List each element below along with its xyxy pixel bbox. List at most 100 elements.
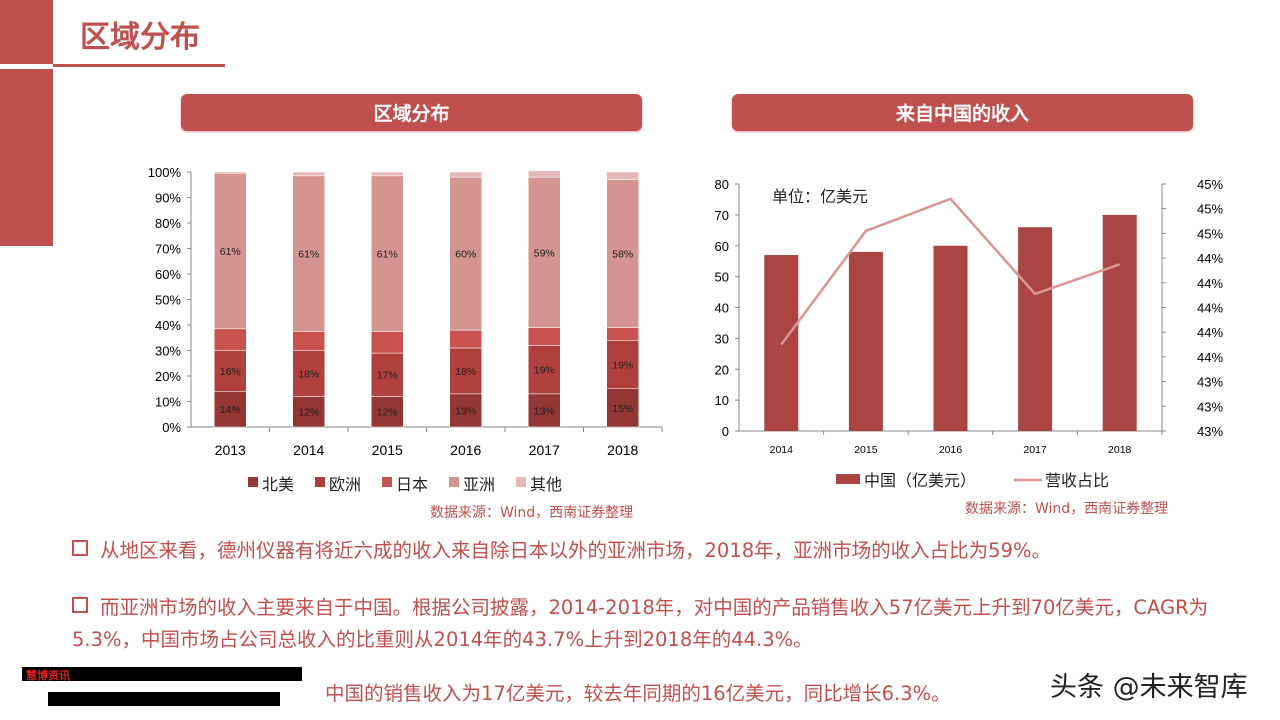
data-label: 60%: [455, 249, 476, 261]
bar-亚洲: [292, 175, 325, 332]
bar-亚洲: [606, 179, 639, 328]
x-tick-label: 2014: [293, 442, 324, 458]
left-tick-label: 20: [715, 362, 729, 377]
left-tick-label: 80: [715, 177, 729, 192]
data-label: 13%: [534, 405, 555, 417]
y-tick-label: 0%: [162, 420, 181, 435]
bar-亚洲: [214, 173, 247, 330]
data-label: 58%: [612, 249, 633, 261]
right-tick-label: 45%: [1197, 202, 1223, 217]
redacted-block: [48, 692, 280, 706]
bar-欧洲: [371, 352, 404, 397]
bar-china-revenue: [848, 251, 883, 431]
data-label: 18%: [455, 366, 476, 378]
x-tick-label: 2013: [215, 442, 246, 458]
x-tick-label: 2018: [607, 442, 638, 458]
right-tick-label: 43%: [1197, 399, 1223, 414]
bar-亚洲: [371, 175, 404, 332]
left-tick-label: 0: [722, 424, 729, 439]
bullet-square-icon: [72, 540, 88, 556]
x-tick-label: 2015: [854, 444, 878, 456]
left-chart-header: 区域分布: [181, 94, 642, 131]
legend-label: 营收占比: [1045, 472, 1109, 490]
data-label: 17%: [377, 370, 398, 382]
bar-china-revenue: [1102, 214, 1137, 431]
bar-其他: [371, 171, 404, 177]
legend-swatch: [248, 477, 258, 487]
right-tick-label: 43%: [1197, 375, 1223, 390]
y-tick-label: 90%: [155, 191, 181, 206]
bar-亚洲: [528, 176, 561, 328]
y-tick-label: 30%: [155, 344, 181, 359]
data-label: 12%: [298, 407, 319, 419]
data-label: 16%: [220, 366, 241, 378]
data-label: 14%: [220, 404, 241, 416]
right-tick-label: 43%: [1197, 424, 1223, 439]
y-tick-label: 10%: [155, 395, 181, 410]
bar-亚洲: [449, 176, 482, 331]
data-label: 12%: [377, 407, 398, 419]
bar-欧洲: [449, 347, 482, 395]
bar-北美: [214, 391, 247, 428]
right-tick-label: 44%: [1197, 350, 1223, 365]
right-tick-label: 45%: [1197, 226, 1223, 241]
x-tick-label: 2015: [372, 442, 403, 458]
legend-swatch: [315, 477, 325, 487]
bar-其他: [528, 170, 561, 178]
title-underline: [53, 64, 225, 67]
right-tick-label: 44%: [1197, 276, 1223, 291]
left-tick-label: 60: [715, 239, 729, 254]
data-label: 61%: [220, 246, 241, 258]
left-chart-source: 数据来源：Wind，西南证券整理: [430, 505, 634, 521]
bar-其他: [606, 171, 639, 180]
y-tick-label: 40%: [155, 318, 181, 333]
bar-china-revenue: [933, 245, 968, 431]
page-title: 区域分布: [80, 20, 200, 55]
legend-label: 其他: [530, 476, 562, 494]
data-label: 59%: [534, 247, 555, 259]
redacted-label: 慧博资讯: [26, 669, 70, 682]
legend-swatch: [449, 477, 459, 487]
y-tick-label: 100%: [148, 165, 182, 180]
bar-欧洲: [528, 345, 561, 395]
legend-swatch: [382, 477, 392, 487]
x-tick-label: 2014: [770, 444, 794, 456]
bullet-1-text: 从地区来看，德州仪器有将近六成的收入来自除日本以外的亚洲市场，2018年，亚洲市…: [100, 539, 1051, 562]
data-label: 61%: [298, 249, 319, 261]
sidebar-accent-bottom: [0, 69, 53, 246]
x-tick-label: 2017: [529, 442, 560, 458]
bar-欧洲: [214, 350, 247, 392]
legend-swatch: [516, 477, 526, 487]
bar-北美: [606, 388, 639, 428]
y-tick-label: 60%: [155, 267, 181, 282]
right-tick-label: 44%: [1197, 251, 1223, 266]
partial-text: 中国的销售收入为17亿美元，较去年同期的16亿美元，同比增长6.3%。: [325, 682, 951, 705]
bar-china-revenue: [1018, 227, 1053, 431]
bullet-1: 从地区来看，德州仪器有将近六成的收入来自除日本以外的亚洲市场，2018年，亚洲市…: [72, 535, 1272, 567]
x-tick-label: 2016: [939, 444, 963, 456]
data-label: 61%: [377, 249, 398, 261]
bar-欧洲: [606, 340, 639, 389]
bar-欧洲: [292, 350, 325, 397]
data-label: 19%: [534, 365, 555, 377]
left-tick-label: 50: [715, 270, 729, 285]
bar-北美: [371, 396, 404, 428]
x-tick-label: 2018: [1108, 444, 1132, 456]
bullet-2: 而亚洲市场的收入主要来自于中国。根据公司披露，2014-2018年，对中国的产品…: [72, 592, 1267, 656]
watermark: 头条 @未来智库: [1050, 672, 1248, 703]
line-revenue-share: [780, 197, 1121, 346]
left-tick-label: 40: [715, 301, 729, 316]
bar-其他: [214, 171, 247, 174]
legend-label: 北美: [262, 476, 294, 494]
sidebar-accent-top: [0, 0, 53, 64]
legend-swatch: [836, 474, 860, 484]
y-tick-label: 80%: [155, 216, 181, 231]
redacted-block: 慧博资讯: [22, 667, 302, 682]
legend-label: 欧洲: [329, 476, 361, 494]
y-tick-label: 70%: [155, 242, 181, 257]
legend-label: 亚洲: [463, 477, 495, 494]
unit-annotation: 单位：亿美元: [772, 188, 868, 206]
y-tick-label: 20%: [155, 369, 181, 384]
data-label: 18%: [298, 368, 319, 380]
x-tick-label: 2016: [450, 442, 481, 458]
